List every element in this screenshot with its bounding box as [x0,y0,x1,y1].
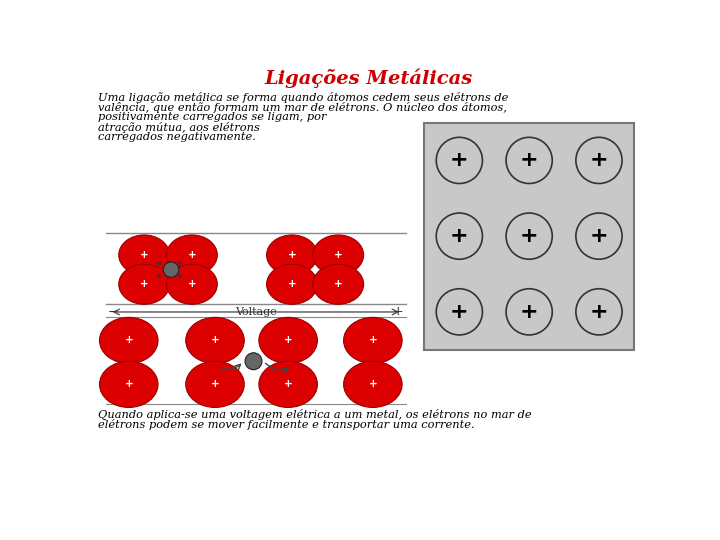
Text: +: + [334,250,343,260]
Ellipse shape [119,235,170,275]
Ellipse shape [343,361,402,408]
Text: +: + [125,379,133,389]
Ellipse shape [312,264,364,304]
Text: +: + [369,379,377,389]
Ellipse shape [186,361,244,408]
Ellipse shape [259,361,318,408]
Text: atração mútua, aos elétrons: atração mútua, aos elétrons [98,122,260,133]
Text: +: + [287,279,297,289]
Text: +: + [450,302,469,322]
Ellipse shape [266,264,318,304]
Text: elétrons podem se mover facilmente e transportar uma corrente.: elétrons podem se mover facilmente e tra… [98,419,474,430]
Ellipse shape [99,361,158,408]
Ellipse shape [266,235,318,275]
Text: Ligações Metálicas: Ligações Metálicas [265,69,473,89]
Bar [425,123,634,350]
Circle shape [245,353,262,370]
Text: +: + [590,226,608,246]
Text: +: + [125,335,133,346]
Text: +: + [450,226,469,246]
Text: +: + [334,279,343,289]
Ellipse shape [166,264,217,304]
Text: positivamente carregados se ligam, por: positivamente carregados se ligam, por [98,112,326,122]
Text: +: + [590,151,608,171]
Ellipse shape [259,318,318,363]
Circle shape [163,262,179,278]
Text: Voltage: Voltage [235,307,276,317]
Text: +: + [140,279,148,289]
Text: +: + [520,151,539,171]
Text: +: + [211,379,220,389]
Text: valência, que então formam um mar de elétrons. O núcleo dos átomos,: valência, que então formam um mar de elé… [98,102,507,113]
Ellipse shape [119,264,170,304]
Text: +: + [284,379,292,389]
Text: +: + [140,250,148,260]
Text: +: + [287,250,297,260]
Text: +: + [450,151,469,171]
Text: +: + [211,335,220,346]
Text: +: + [284,335,292,346]
Text: Uma ligação metálica se forma quando átomos cedem seus elétrons de: Uma ligação metálica se forma quando áto… [98,92,508,103]
Ellipse shape [99,318,158,363]
Text: +: + [393,306,404,319]
Text: +: + [520,302,539,322]
Ellipse shape [186,318,244,363]
Text: carregados negativamente.: carregados negativamente. [98,132,256,142]
Text: +: + [187,250,197,260]
Text: Quando aplica-se uma voltagem elétrica a um metal, os elétrons no mar de: Quando aplica-se uma voltagem elétrica a… [98,409,531,420]
Ellipse shape [166,235,217,275]
Text: +: + [187,279,197,289]
Ellipse shape [312,235,364,275]
Text: +: + [520,226,539,246]
Text: −: − [108,306,119,319]
Text: +: + [369,335,377,346]
Text: +: + [590,302,608,322]
Ellipse shape [343,318,402,363]
